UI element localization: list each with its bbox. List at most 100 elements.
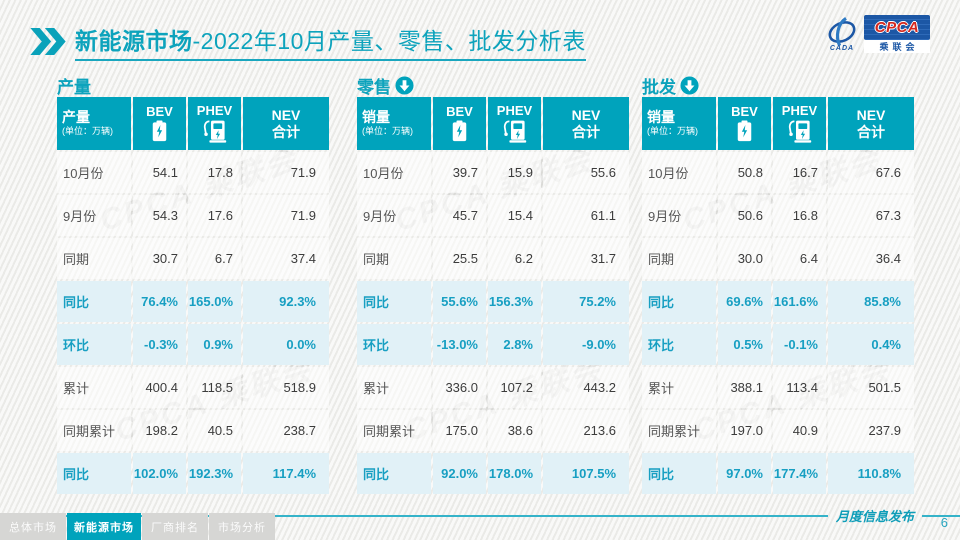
header-metric-cell: 产量 (单位：万辆) bbox=[57, 97, 131, 150]
row-label: 累计 bbox=[357, 367, 431, 408]
row-label: 同比 bbox=[642, 281, 716, 322]
footer-nav-tabs: 总体市场 新能源市场 厂商排名 市场分析 bbox=[0, 513, 275, 540]
table-row-yoy: 同比 76.4% 165.0% 92.3% bbox=[57, 281, 329, 322]
header-phev-cell: PHEV bbox=[188, 97, 241, 150]
nev-value: -9.0% bbox=[543, 324, 629, 365]
row-label: 10月份 bbox=[357, 152, 431, 193]
nev-value: 518.9 bbox=[243, 367, 329, 408]
header-bev-cell: BEV bbox=[133, 97, 186, 150]
phev-value: 6.2 bbox=[488, 238, 541, 279]
title-rest: -2022年10月产量、零售、批发分析表 bbox=[192, 28, 586, 54]
bev-label: BEV bbox=[446, 104, 473, 120]
section-title-production: 产量 bbox=[57, 74, 329, 97]
nev-value: 107.5% bbox=[543, 453, 629, 494]
row-label: 9月份 bbox=[57, 195, 131, 236]
charger-icon bbox=[788, 120, 811, 143]
tab-nev-market[interactable]: 新能源市场 bbox=[67, 513, 141, 540]
retail-table: 零售 销量 (单位：万辆) BEV PHEV bbox=[357, 74, 629, 494]
phev-value: 156.3% bbox=[488, 281, 541, 322]
row-label: 同期累计 bbox=[357, 410, 431, 451]
table-row: 同期 25.5 6.2 31.7 bbox=[357, 238, 629, 279]
phev-value: 16.7 bbox=[773, 152, 826, 193]
cada-logo: CADA bbox=[825, 16, 859, 52]
nev-value: 213.6 bbox=[543, 410, 629, 451]
cada-swirl-icon bbox=[828, 17, 856, 47]
table-row: 同期 30.7 6.7 37.4 bbox=[57, 238, 329, 279]
page-number: 6 bbox=[940, 515, 948, 530]
bev-value: 76.4% bbox=[133, 281, 186, 322]
nev-total-label: 合计 bbox=[272, 123, 300, 140]
table-row: 累计 336.0 107.2 443.2 bbox=[357, 367, 629, 408]
nev-value: 71.9 bbox=[243, 152, 329, 193]
unit-label: (单位：万辆) bbox=[362, 125, 413, 136]
header-nev-cell: NEV 合计 bbox=[543, 97, 629, 150]
bev-value: 39.7 bbox=[433, 152, 486, 193]
phev-value: 40.5 bbox=[188, 410, 241, 451]
nev-value: 238.7 bbox=[243, 410, 329, 451]
nev-label: NEV bbox=[571, 106, 601, 123]
row-label: 同期 bbox=[57, 238, 131, 279]
tab-market-analysis[interactable]: 市场分析 bbox=[209, 513, 275, 540]
tab-overall-market[interactable]: 总体市场 bbox=[0, 513, 66, 540]
nev-value: 443.2 bbox=[543, 367, 629, 408]
page-title: 新能源市场-2022年10月产量、零售、批发分析表 bbox=[75, 22, 586, 61]
nev-value: 55.6 bbox=[543, 152, 629, 193]
phev-value: 38.6 bbox=[488, 410, 541, 451]
phev-value: 6.4 bbox=[773, 238, 826, 279]
table-row: 同期累计 197.0 40.9 237.9 bbox=[642, 410, 914, 451]
row-label: 同比 bbox=[642, 453, 716, 494]
battery-icon bbox=[452, 120, 467, 141]
phev-value: 15.4 bbox=[488, 195, 541, 236]
nev-value: 501.5 bbox=[828, 367, 914, 408]
table-row: 9月份 45.7 15.4 61.1 bbox=[357, 195, 629, 236]
bev-value: 50.6 bbox=[718, 195, 771, 236]
metric-label: 销量 bbox=[647, 109, 675, 126]
row-label: 环比 bbox=[642, 324, 716, 365]
nev-label: NEV bbox=[856, 106, 886, 123]
row-label: 累计 bbox=[57, 367, 131, 408]
footer-divider: 月度信息发布 bbox=[0, 506, 960, 525]
nev-value: 85.8% bbox=[828, 281, 914, 322]
row-label: 同期 bbox=[642, 238, 716, 279]
bev-value: 25.5 bbox=[433, 238, 486, 279]
phev-value: -0.1% bbox=[773, 324, 826, 365]
bev-value: 102.0% bbox=[133, 453, 186, 494]
row-label: 10月份 bbox=[642, 152, 716, 193]
section-title-wholesale: 批发 bbox=[642, 74, 914, 97]
header-phev-cell: PHEV bbox=[773, 97, 826, 150]
row-label: 同比 bbox=[57, 453, 131, 494]
divider-line bbox=[0, 514, 828, 517]
bev-value: 97.0% bbox=[718, 453, 771, 494]
table-header: 销量 (单位：万辆) BEV PHEV bbox=[357, 97, 629, 150]
nev-value: 75.2% bbox=[543, 281, 629, 322]
logo-group: CADA CPCA 乘联会 bbox=[825, 15, 930, 53]
row-label: 9月份 bbox=[357, 195, 431, 236]
table-row: 10月份 54.1 17.8 71.9 bbox=[57, 152, 329, 193]
down-arrow-icon bbox=[395, 75, 414, 95]
table-row-yoy: 同比 55.6% 156.3% 75.2% bbox=[357, 281, 629, 322]
tab-oem-ranking[interactable]: 厂商排名 bbox=[142, 513, 208, 540]
unit-label: (单位：万辆) bbox=[647, 125, 698, 136]
table-row-mom: 环比 -0.3% 0.9% 0.0% bbox=[57, 324, 329, 365]
phev-value: 161.6% bbox=[773, 281, 826, 322]
phev-value: 113.4 bbox=[773, 367, 826, 408]
metric-label: 销量 bbox=[362, 109, 390, 126]
phev-value: 165.0% bbox=[188, 281, 241, 322]
row-label: 同比 bbox=[357, 281, 431, 322]
row-label: 同期累计 bbox=[642, 410, 716, 451]
nev-total-label: 合计 bbox=[857, 123, 885, 140]
table-row-yoy: 同比 69.6% 161.6% 85.8% bbox=[642, 281, 914, 322]
bev-label: BEV bbox=[731, 104, 758, 120]
nev-value: 71.9 bbox=[243, 195, 329, 236]
bev-value: 54.1 bbox=[133, 152, 186, 193]
phev-value: 2.8% bbox=[488, 324, 541, 365]
title-highlight: 新能源市场 bbox=[75, 28, 193, 54]
phev-value: 192.3% bbox=[188, 453, 241, 494]
bev-value: 197.0 bbox=[718, 410, 771, 451]
header-phev-cell: PHEV bbox=[488, 97, 541, 150]
phev-value: 107.2 bbox=[488, 367, 541, 408]
row-label: 同比 bbox=[357, 453, 431, 494]
down-arrow-icon bbox=[680, 75, 699, 95]
table-row-cum-yoy: 同比 102.0% 192.3% 117.4% bbox=[57, 453, 329, 494]
nev-value: 31.7 bbox=[543, 238, 629, 279]
